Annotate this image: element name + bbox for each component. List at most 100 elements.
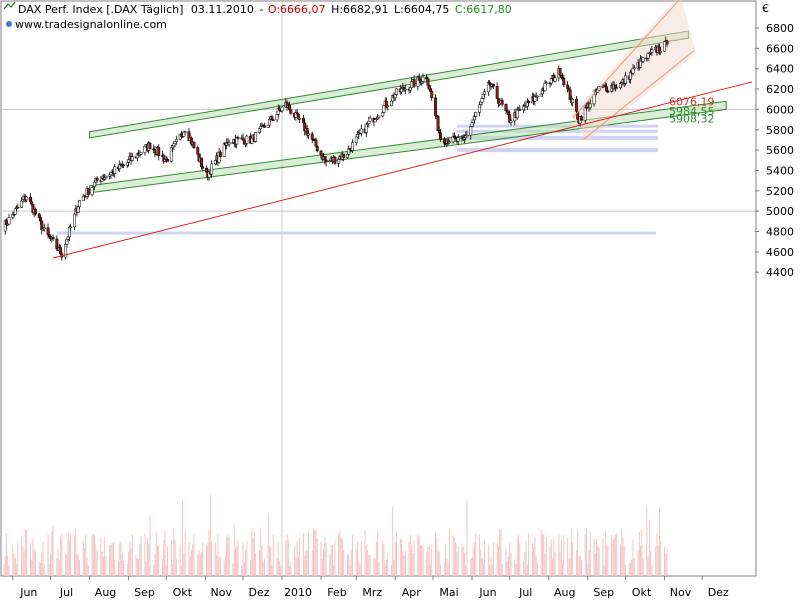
y-axis: € 6800 6600 6400 6200 6000 5800 5600 5400 5200 50… — [755, 2, 794, 279]
candle-body — [55, 238, 59, 249]
candle-body — [496, 98, 500, 104]
candle-body — [367, 120, 371, 124]
candle-body — [337, 159, 341, 164]
candle-body — [153, 149, 157, 154]
candle-body — [381, 112, 385, 117]
candle-body — [346, 153, 349, 158]
currency-symbol: € — [762, 2, 769, 15]
support-zone — [56, 231, 657, 235]
candle-body — [288, 105, 292, 111]
candle-body — [658, 46, 661, 52]
candle-body — [109, 172, 113, 176]
candle-body — [157, 147, 161, 157]
candle-body — [210, 163, 214, 175]
candle-body — [393, 94, 397, 99]
candle-body — [315, 145, 319, 152]
x-tick-label: Jun — [478, 586, 496, 599]
candle-body — [268, 119, 271, 126]
candle-body — [364, 123, 368, 133]
price-candles — [3, 36, 669, 261]
candle-body — [430, 91, 434, 99]
candle-body — [395, 88, 398, 95]
candle-body — [46, 227, 50, 235]
candle-body — [270, 116, 274, 121]
candle-body — [515, 109, 519, 119]
candle-body — [504, 104, 508, 111]
candle-body — [483, 91, 487, 95]
candle-body — [390, 100, 393, 107]
chart-header: DAX Perf. Index [.DAX Täglich] 03.11.201… — [3, 1, 512, 31]
candle-body — [663, 41, 666, 52]
support-zone — [456, 135, 658, 140]
candle-body — [69, 226, 73, 229]
candle-body — [539, 93, 543, 97]
x-tick-label: Nov — [211, 586, 233, 599]
candle-body — [13, 208, 17, 215]
candle-body — [359, 128, 363, 134]
candle-body — [93, 181, 97, 187]
x-tick-label: Okt — [173, 586, 193, 599]
candle-body — [386, 105, 390, 108]
y-tick-label: 6400 — [766, 63, 794, 76]
candle-body — [298, 118, 302, 120]
candle-body — [469, 125, 473, 136]
candle-body — [356, 134, 359, 138]
source-url[interactable]: www.tradesignalonline.com — [15, 18, 167, 31]
candle-body — [553, 77, 557, 82]
candle-body — [169, 147, 173, 162]
candle-body — [442, 139, 446, 144]
candle-body — [262, 125, 266, 128]
candle-body — [122, 164, 125, 167]
y-tick-label: 4800 — [766, 226, 794, 239]
x-tick-label: Jul — [518, 586, 532, 599]
candle-body — [250, 137, 254, 144]
candle-body — [174, 138, 178, 142]
candle-body — [500, 100, 504, 105]
candle-body — [323, 156, 327, 161]
candle-body — [549, 78, 553, 84]
y-tick-label: 6800 — [766, 22, 794, 35]
x-tick-label: Jun — [19, 586, 37, 599]
long-trend-line — [52, 81, 753, 259]
candle-body — [509, 120, 513, 123]
candle-body — [425, 76, 429, 80]
level-label-3: 5908,32 — [669, 113, 715, 126]
candle-body — [227, 142, 231, 145]
candle-body — [173, 141, 177, 144]
candle-body — [615, 87, 619, 89]
y-tick-label: 5400 — [766, 164, 794, 177]
candle-body — [342, 153, 346, 158]
grid — [2, 2, 755, 576]
candle-body — [665, 40, 669, 45]
candle-body — [447, 141, 451, 144]
candle-body — [606, 90, 610, 93]
candle-body — [179, 133, 183, 137]
steep-channel-lower — [582, 49, 695, 141]
candle-body — [478, 104, 481, 113]
candle-body — [488, 82, 492, 85]
globe-icon — [6, 21, 12, 27]
y-tick-label: 5000 — [766, 205, 794, 218]
candle-body — [580, 116, 583, 121]
candle-body — [559, 75, 563, 78]
candle-body — [588, 103, 592, 108]
candle-body — [437, 130, 441, 134]
candle-body — [439, 132, 442, 140]
candle-body — [275, 114, 279, 121]
y-tick-label: 4600 — [766, 246, 794, 259]
candle-body — [465, 134, 469, 137]
candle-body — [535, 95, 539, 98]
candle-body — [280, 106, 284, 112]
candle-body — [127, 159, 130, 163]
candle-body — [20, 200, 24, 208]
candle-body — [241, 137, 245, 141]
candle-body — [436, 116, 440, 131]
candle-body — [113, 166, 117, 174]
candle-body — [427, 85, 431, 90]
level-labels: 6076,19 5984,55 5908,32 — [669, 96, 715, 126]
x-tick-label: Dez — [708, 586, 729, 599]
candle-body — [76, 206, 80, 213]
candle-body — [301, 118, 305, 123]
candle-body — [574, 98, 578, 112]
